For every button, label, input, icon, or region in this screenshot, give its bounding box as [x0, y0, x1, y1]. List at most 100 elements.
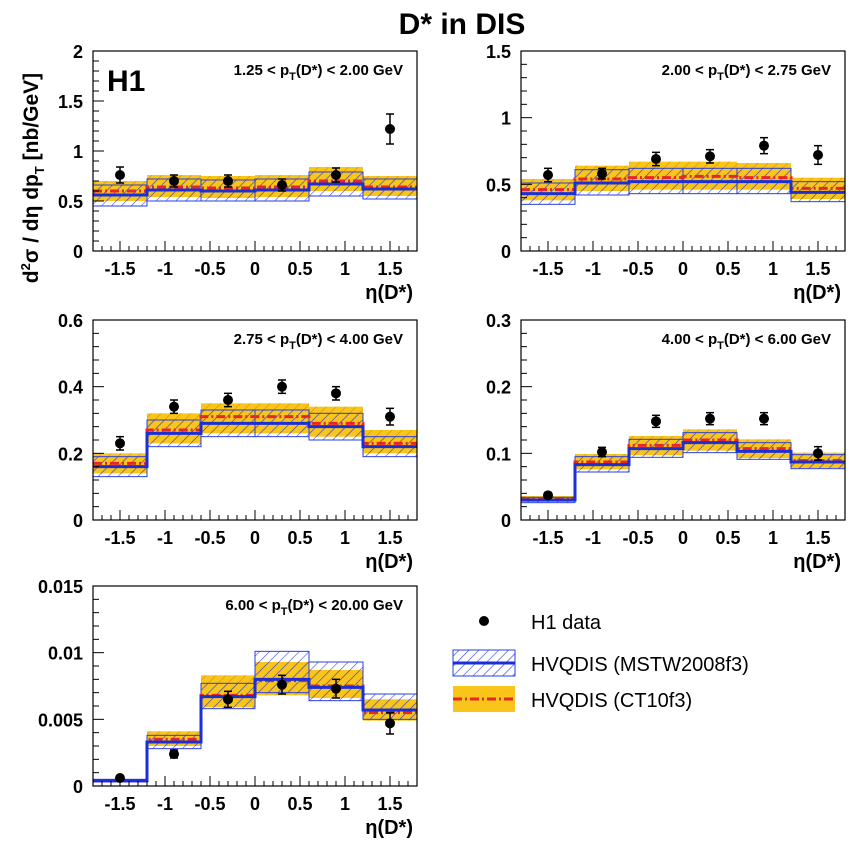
x-tick-label: 0.5 [287, 794, 312, 814]
data-point [651, 154, 661, 164]
x-tick-label: 0 [678, 259, 688, 279]
plot-frame [520, 50, 846, 252]
x-tick-label: -0.5 [194, 794, 225, 814]
x-tick-label: 0 [250, 259, 260, 279]
legend-data-marker [479, 616, 489, 626]
data-point [759, 140, 769, 151]
x-tick-label: 1 [340, 259, 350, 279]
mstw-central-line [93, 421, 417, 469]
legend-item-mstw: HVQDIS (MSTW2008f3) [452, 649, 749, 677]
panel-range-label: 2.00 < pT(D*) < 2.75 GeV [662, 62, 831, 83]
data-point [331, 683, 341, 694]
data-point [385, 718, 395, 729]
data-point [115, 438, 125, 449]
data-point [543, 170, 553, 180]
x-tick-label: 0 [250, 794, 260, 814]
x-tick-label: 0 [250, 528, 260, 548]
data-point [277, 679, 287, 690]
x-axis-label: η(D*) [365, 551, 413, 573]
y-tick-label: 0.2 [58, 444, 83, 464]
mstw-central-line [93, 677, 417, 783]
x-tick-label: -1.5 [104, 794, 135, 814]
legend: H1 data HVQDIS (MSTW2008f3) HVQDIS (CT10… [452, 612, 749, 712]
x-tick-label: 0.5 [715, 259, 740, 279]
ct10-central-line [93, 179, 417, 193]
panel-range-label: 1.25 < pT(D*) < 2.00 GeV [234, 62, 403, 83]
x-axis-label: η(D*) [365, 282, 413, 304]
x-tick-label: -0.5 [194, 259, 225, 279]
panel-1: -1.5 -1 -0.5 0 0.5 1 1.5 0 0.5 1 1.5 2 η(D*) 1.25 < p… [58, 42, 418, 304]
y-tick-label: 0.3 [486, 311, 511, 331]
legend-data-label: H1 data [531, 612, 602, 634]
legend-item-ct10: HVQDIS (CT10f3) [453, 686, 692, 712]
data-point [385, 411, 395, 422]
panels-group: -1.5 -1 -0.5 0 0.5 1 1.5 0 0.5 1 1.5 2 η(D*) 1.25 < p… [38, 42, 846, 839]
x-axis-label: η(D*) [793, 282, 841, 304]
y-tick-label: 0.5 [58, 192, 83, 212]
y-tick-label: 0 [73, 511, 83, 531]
data-point [169, 176, 179, 186]
data-point [115, 170, 125, 180]
panel-3: -1.5 -1 -0.5 0 0.5 1 1.5 0 0.2 0.4 0.6 η(D*) 2.75 < … [58, 311, 418, 573]
mstw-central-line [521, 180, 845, 196]
data-point [331, 170, 341, 180]
x-tick-label: -1 [585, 528, 601, 548]
y-tick-label: 1 [501, 109, 511, 129]
y-tick-label: 2 [73, 42, 83, 62]
x-tick-label: -1 [157, 528, 173, 548]
x-tick-label: 1.5 [377, 259, 402, 279]
panel-range-label: 6.00 < pT(D*) < 20.00 GeV [225, 597, 403, 618]
data-point [651, 416, 661, 427]
y-tick-label: 0 [501, 511, 511, 531]
data-point [597, 447, 607, 457]
data-point [543, 490, 553, 501]
panel-range-label: 4.00 < pT(D*) < 6.00 GeV [662, 331, 831, 352]
experiment-label: H1 [107, 65, 145, 98]
figure-title: D* in DIS [399, 8, 526, 41]
data-point [277, 180, 287, 190]
data-point [759, 413, 769, 424]
y-tick-label: 0 [501, 242, 511, 262]
x-tick-label: -0.5 [622, 259, 653, 279]
data-point [223, 694, 233, 705]
data-point [705, 413, 715, 424]
y-tick-label: 1 [73, 142, 83, 162]
x-tick-label: -1.5 [532, 528, 563, 548]
x-tick-label: 1 [340, 794, 350, 814]
x-tick-label: 1.5 [805, 259, 830, 279]
x-axis-label: η(D*) [793, 551, 841, 573]
legend-item-data: H1 data [479, 612, 602, 634]
data-point [385, 124, 395, 134]
x-tick-label: -1 [585, 259, 601, 279]
data-point [813, 150, 823, 160]
y-tick-label: 0.015 [38, 577, 83, 597]
data-point [705, 151, 715, 162]
y-tick-label: 0.01 [48, 644, 83, 664]
x-tick-label: 1.5 [377, 528, 402, 548]
data-point [223, 176, 233, 186]
data-point [813, 448, 823, 459]
y-axis-label: d2σ / dη dpT [nb/GeV] [18, 73, 47, 283]
data-point [331, 388, 341, 399]
x-tick-label: 1 [340, 528, 350, 548]
x-tick-label: 0.5 [715, 528, 740, 548]
y-tick-label: 1.5 [486, 42, 511, 62]
x-tick-label: 0.5 [287, 259, 312, 279]
legend-ct10-label: HVQDIS (CT10f3) [531, 690, 692, 712]
x-tick-label: -1 [157, 259, 173, 279]
data-point [169, 749, 179, 759]
x-tick-label: -1 [157, 794, 173, 814]
plot-frame [520, 319, 846, 521]
data-point [115, 773, 125, 783]
y-tick-label: 0.4 [58, 378, 83, 398]
x-tick-label: -1.5 [104, 528, 135, 548]
panel-2: -1.5 -1 -0.5 0 0.5 1 1.5 0 0.5 1 1.5 η(D*) 2.00 < pT… [486, 42, 846, 304]
y-tick-label: 0 [73, 777, 83, 797]
mstw-central-line [521, 441, 845, 502]
y-tick-label: 0.005 [38, 710, 83, 730]
x-tick-label: -0.5 [194, 528, 225, 548]
y-tick-label: 0.6 [58, 311, 83, 331]
y-tick-label: 0.5 [486, 175, 511, 195]
x-tick-label: 1.5 [805, 528, 830, 548]
